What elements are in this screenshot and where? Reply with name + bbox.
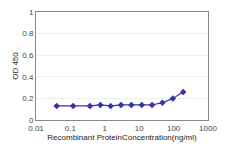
svg-text:100: 100 xyxy=(167,124,181,133)
svg-text:Recombinant ProteinConcentrati: Recombinant ProteinConcentration(ng/ml) xyxy=(47,133,197,142)
svg-text:0.1: 0.1 xyxy=(65,124,77,133)
svg-text:1: 1 xyxy=(103,124,108,133)
svg-text:10: 10 xyxy=(135,124,144,133)
svg-text:0.4: 0.4 xyxy=(22,73,34,82)
svg-text:0.8: 0.8 xyxy=(22,29,34,38)
svg-text:1: 1 xyxy=(29,8,34,17)
svg-text:0.2: 0.2 xyxy=(22,94,34,103)
svg-text:0.6: 0.6 xyxy=(22,51,34,60)
svg-text:0.01: 0.01 xyxy=(28,124,44,133)
svg-text:0: 0 xyxy=(29,116,34,125)
svg-text:OD 450: OD 450 xyxy=(11,52,20,80)
svg-text:1000: 1000 xyxy=(199,124,217,133)
